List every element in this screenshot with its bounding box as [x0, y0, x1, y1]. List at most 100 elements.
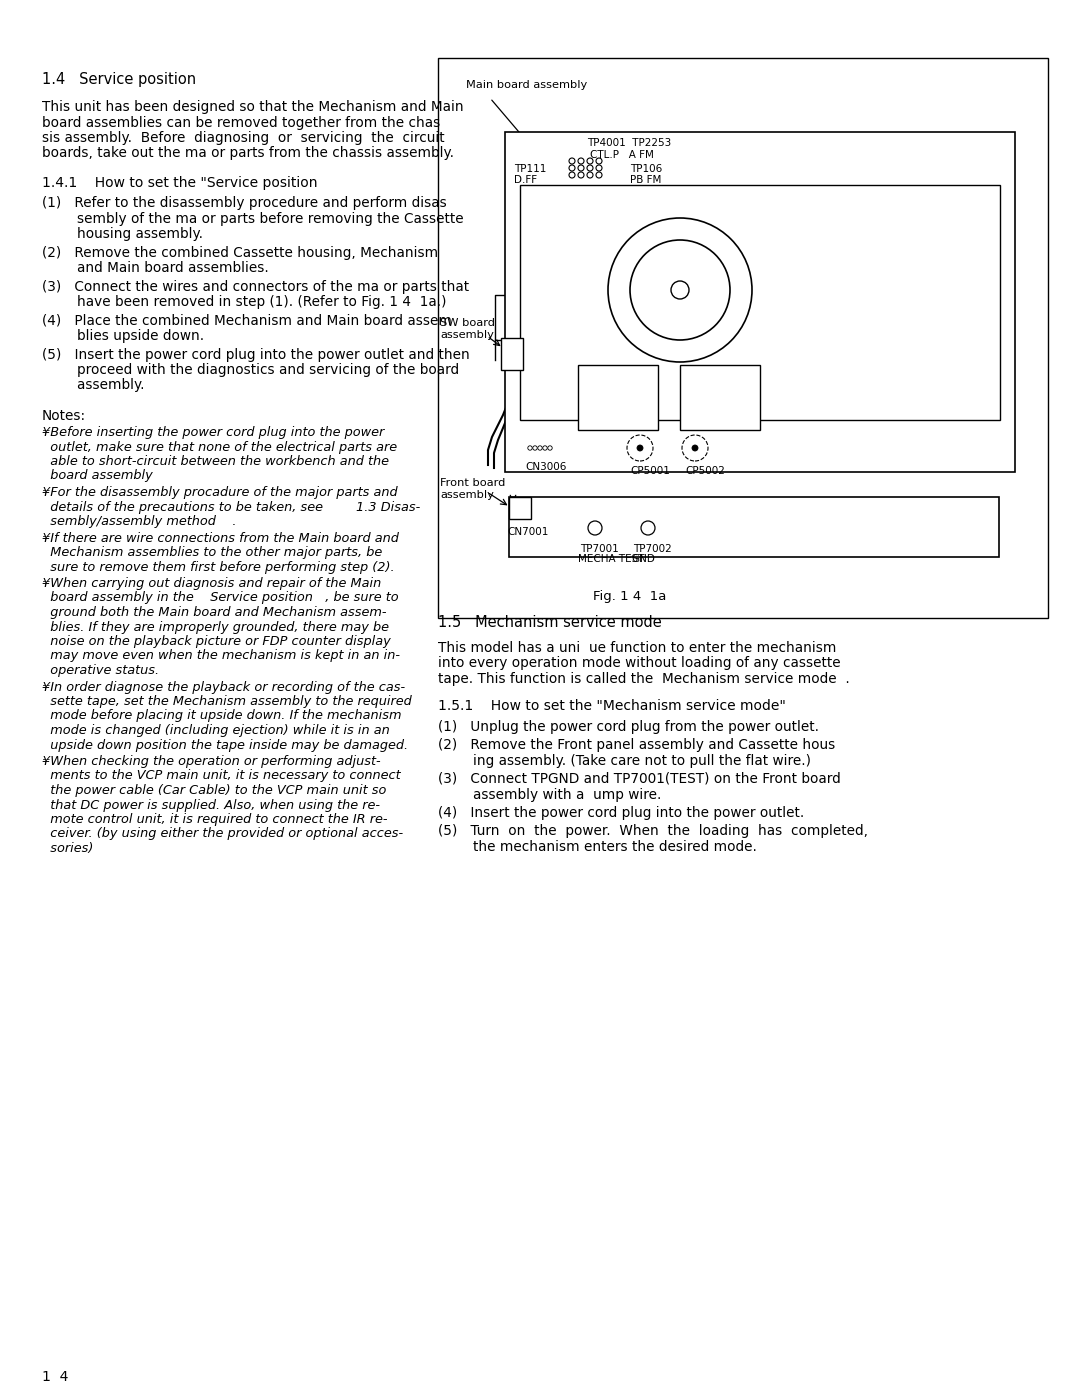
Text: (3)   Connect TPGND and TP7001(TEST) on the Front board: (3) Connect TPGND and TP7001(TEST) on th…	[438, 773, 840, 787]
Text: PB FM: PB FM	[630, 175, 661, 184]
Text: that DC power is supplied. Also, when using the re-: that DC power is supplied. Also, when us…	[42, 799, 380, 812]
Circle shape	[588, 172, 593, 177]
Text: ¥For the disassembly procadure of the major parts and: ¥For the disassembly procadure of the ma…	[42, 486, 397, 499]
Text: ¥In order diagnose the playback or recording of the cas-: ¥In order diagnose the playback or recor…	[42, 680, 405, 693]
Circle shape	[578, 165, 584, 170]
Text: TP106: TP106	[630, 163, 662, 175]
Text: ¥When checking the operation or performing adjust-: ¥When checking the operation or performi…	[42, 754, 380, 768]
Text: GND: GND	[631, 555, 654, 564]
Text: TP7001: TP7001	[580, 543, 619, 555]
Circle shape	[578, 172, 584, 177]
Bar	[501, 338, 523, 370]
Circle shape	[671, 281, 689, 299]
Text: (4)   Insert the power cord plug into the power outlet.: (4) Insert the power cord plug into the …	[438, 806, 805, 820]
Text: proceed with the diagnostics and servicing of the board: proceed with the diagnostics and servici…	[42, 363, 459, 377]
Text: o: o	[676, 295, 681, 305]
Circle shape	[588, 165, 593, 170]
Bar	[519, 184, 1000, 420]
Text: ¥When carrying out diagnosis and repair of the Main: ¥When carrying out diagnosis and repair …	[42, 577, 381, 590]
Text: TP7002: TP7002	[633, 543, 672, 555]
Text: assembly.: assembly.	[42, 379, 145, 393]
Text: housing assembly.: housing assembly.	[42, 226, 203, 242]
Text: (2)   Remove the combined Cassette housing, Mechanism: (2) Remove the combined Cassette housing…	[42, 246, 438, 260]
Text: CTL.P   A FM: CTL.P A FM	[590, 149, 653, 161]
Circle shape	[569, 158, 575, 163]
Text: (1)   Unplug the power cord plug from the power outlet.: (1) Unplug the power cord plug from the …	[438, 719, 819, 733]
Text: ing assembly. (Take care not to pull the flat wire.): ing assembly. (Take care not to pull the…	[438, 753, 811, 767]
Text: Mechanism assemblies to the other major parts, be: Mechanism assemblies to the other major …	[42, 546, 382, 559]
Text: mode before placing it upside down. If the mechanism: mode before placing it upside down. If t…	[42, 710, 402, 722]
Text: Notes:: Notes:	[42, 409, 86, 423]
Text: blies upside down.: blies upside down.	[42, 330, 204, 344]
Text: CN7001: CN7001	[507, 527, 549, 536]
Text: CP5001: CP5001	[630, 467, 670, 476]
Circle shape	[538, 446, 542, 450]
Circle shape	[642, 521, 654, 535]
Circle shape	[569, 172, 575, 177]
Circle shape	[548, 446, 552, 450]
Text: mote control unit, it is required to connect the IR re-: mote control unit, it is required to con…	[42, 813, 388, 826]
Text: boards, take out the ma or parts from the chassis assembly.: boards, take out the ma or parts from th…	[42, 147, 454, 161]
Text: 1.4.1    How to set the "Service position: 1.4.1 How to set the "Service position	[42, 176, 318, 190]
Circle shape	[578, 158, 584, 163]
Text: operative status.: operative status.	[42, 664, 159, 678]
Circle shape	[543, 446, 548, 450]
Bar	[505, 131, 1015, 472]
Text: the mechanism enters the desired mode.: the mechanism enters the desired mode.	[438, 840, 757, 854]
Text: (2)   Remove the Front panel assembly and Cassette hous: (2) Remove the Front panel assembly and …	[438, 738, 835, 752]
Text: board assemblies can be removed together from the chas: board assemblies can be removed together…	[42, 116, 441, 130]
Text: outlet, make sure that none of the electrical parts are: outlet, make sure that none of the elect…	[42, 440, 397, 454]
Bar	[680, 365, 760, 430]
Text: upside down position the tape inside may be damaged.: upside down position the tape inside may…	[42, 739, 408, 752]
Text: CN3006: CN3006	[525, 462, 566, 472]
Text: (1)   Refer to the disassembly procedure and perform disas: (1) Refer to the disassembly procedure a…	[42, 196, 447, 210]
Text: 1  4: 1 4	[42, 1370, 68, 1384]
Text: board assembly in the    Service position   , be sure to: board assembly in the Service position ,…	[42, 591, 399, 605]
Text: (4)   Place the combined Mechanism and Main board assem: (4) Place the combined Mechanism and Mai…	[42, 313, 451, 327]
Text: (3)   Connect the wires and connectors of the ma or parts that: (3) Connect the wires and connectors of …	[42, 279, 469, 293]
Text: 1.5.1    How to set the "Mechanism service mode": 1.5.1 How to set the "Mechanism service …	[438, 700, 786, 714]
Text: blies. If they are improperly grounded, there may be: blies. If they are improperly grounded, …	[42, 620, 389, 633]
Text: Main board assembly: Main board assembly	[465, 80, 588, 89]
Text: board assembly: board assembly	[42, 469, 152, 482]
Text: details of the precautions to be taken, see        1.3 Disas-: details of the precautions to be taken, …	[42, 500, 420, 514]
Text: (5)   Insert the power cord plug into the power outlet and then: (5) Insert the power cord plug into the …	[42, 348, 470, 362]
Text: tape. This function is called the  Mechanism service mode  .: tape. This function is called the Mechan…	[438, 672, 850, 686]
Text: 1.4   Service position: 1.4 Service position	[42, 73, 197, 87]
Text: ments to the VCP main unit, it is necessary to connect: ments to the VCP main unit, it is necess…	[42, 770, 401, 782]
Text: ¥Before inserting the power cord plug into the power: ¥Before inserting the power cord plug in…	[42, 426, 384, 439]
Text: mode is changed (including ejection) while it is in an: mode is changed (including ejection) whi…	[42, 724, 390, 738]
Circle shape	[588, 521, 602, 535]
Circle shape	[630, 240, 730, 339]
Text: sette tape, set the Mechanism assembly to the required: sette tape, set the Mechanism assembly t…	[42, 694, 411, 708]
Circle shape	[627, 434, 653, 461]
Text: This unit has been designed so that the Mechanism and Main: This unit has been designed so that the …	[42, 101, 463, 115]
Text: sembly/assembly method    .: sembly/assembly method .	[42, 515, 237, 528]
Text: assembly with a  ump wire.: assembly with a ump wire.	[438, 788, 661, 802]
Text: D.FF: D.FF	[514, 175, 537, 184]
Circle shape	[596, 158, 602, 163]
Circle shape	[596, 172, 602, 177]
Text: sis assembly.  Before  diagnosing  or  servicing  the  circuit: sis assembly. Before diagnosing or servi…	[42, 131, 445, 145]
Bar	[578, 365, 658, 430]
Text: have been removed in step (1). (Refer to Fig. 1 4  1a.): have been removed in step (1). (Refer to…	[42, 295, 446, 309]
Text: sembly of the ma or parts before removing the Cassette: sembly of the ma or parts before removin…	[42, 211, 463, 225]
Circle shape	[608, 218, 752, 362]
Text: assembly: assembly	[440, 490, 494, 500]
Text: ¥If there are wire connections from the Main board and: ¥If there are wire connections from the …	[42, 531, 399, 545]
Bar	[509, 497, 531, 520]
Text: and Main board assemblies.: and Main board assemblies.	[42, 261, 269, 275]
Text: 1.5   Mechanism service mode: 1.5 Mechanism service mode	[438, 615, 662, 630]
Text: MECHA TEST: MECHA TEST	[578, 555, 645, 564]
Text: SW board: SW board	[440, 319, 495, 328]
Circle shape	[596, 165, 602, 170]
Text: ground both the Main board and Mechanism assem-: ground both the Main board and Mechanism…	[42, 606, 387, 619]
Circle shape	[588, 158, 593, 163]
Text: sories): sories)	[42, 842, 93, 855]
Text: Fig. 1 4  1a: Fig. 1 4 1a	[593, 590, 666, 604]
Text: CP5002: CP5002	[685, 467, 725, 476]
Circle shape	[692, 446, 698, 451]
Text: noise on the playback picture or FDP counter display: noise on the playback picture or FDP cou…	[42, 636, 391, 648]
Text: able to short-circuit between the workbench and the: able to short-circuit between the workbe…	[42, 455, 389, 468]
Text: sure to remove them first before performing step (2).: sure to remove them first before perform…	[42, 560, 394, 574]
